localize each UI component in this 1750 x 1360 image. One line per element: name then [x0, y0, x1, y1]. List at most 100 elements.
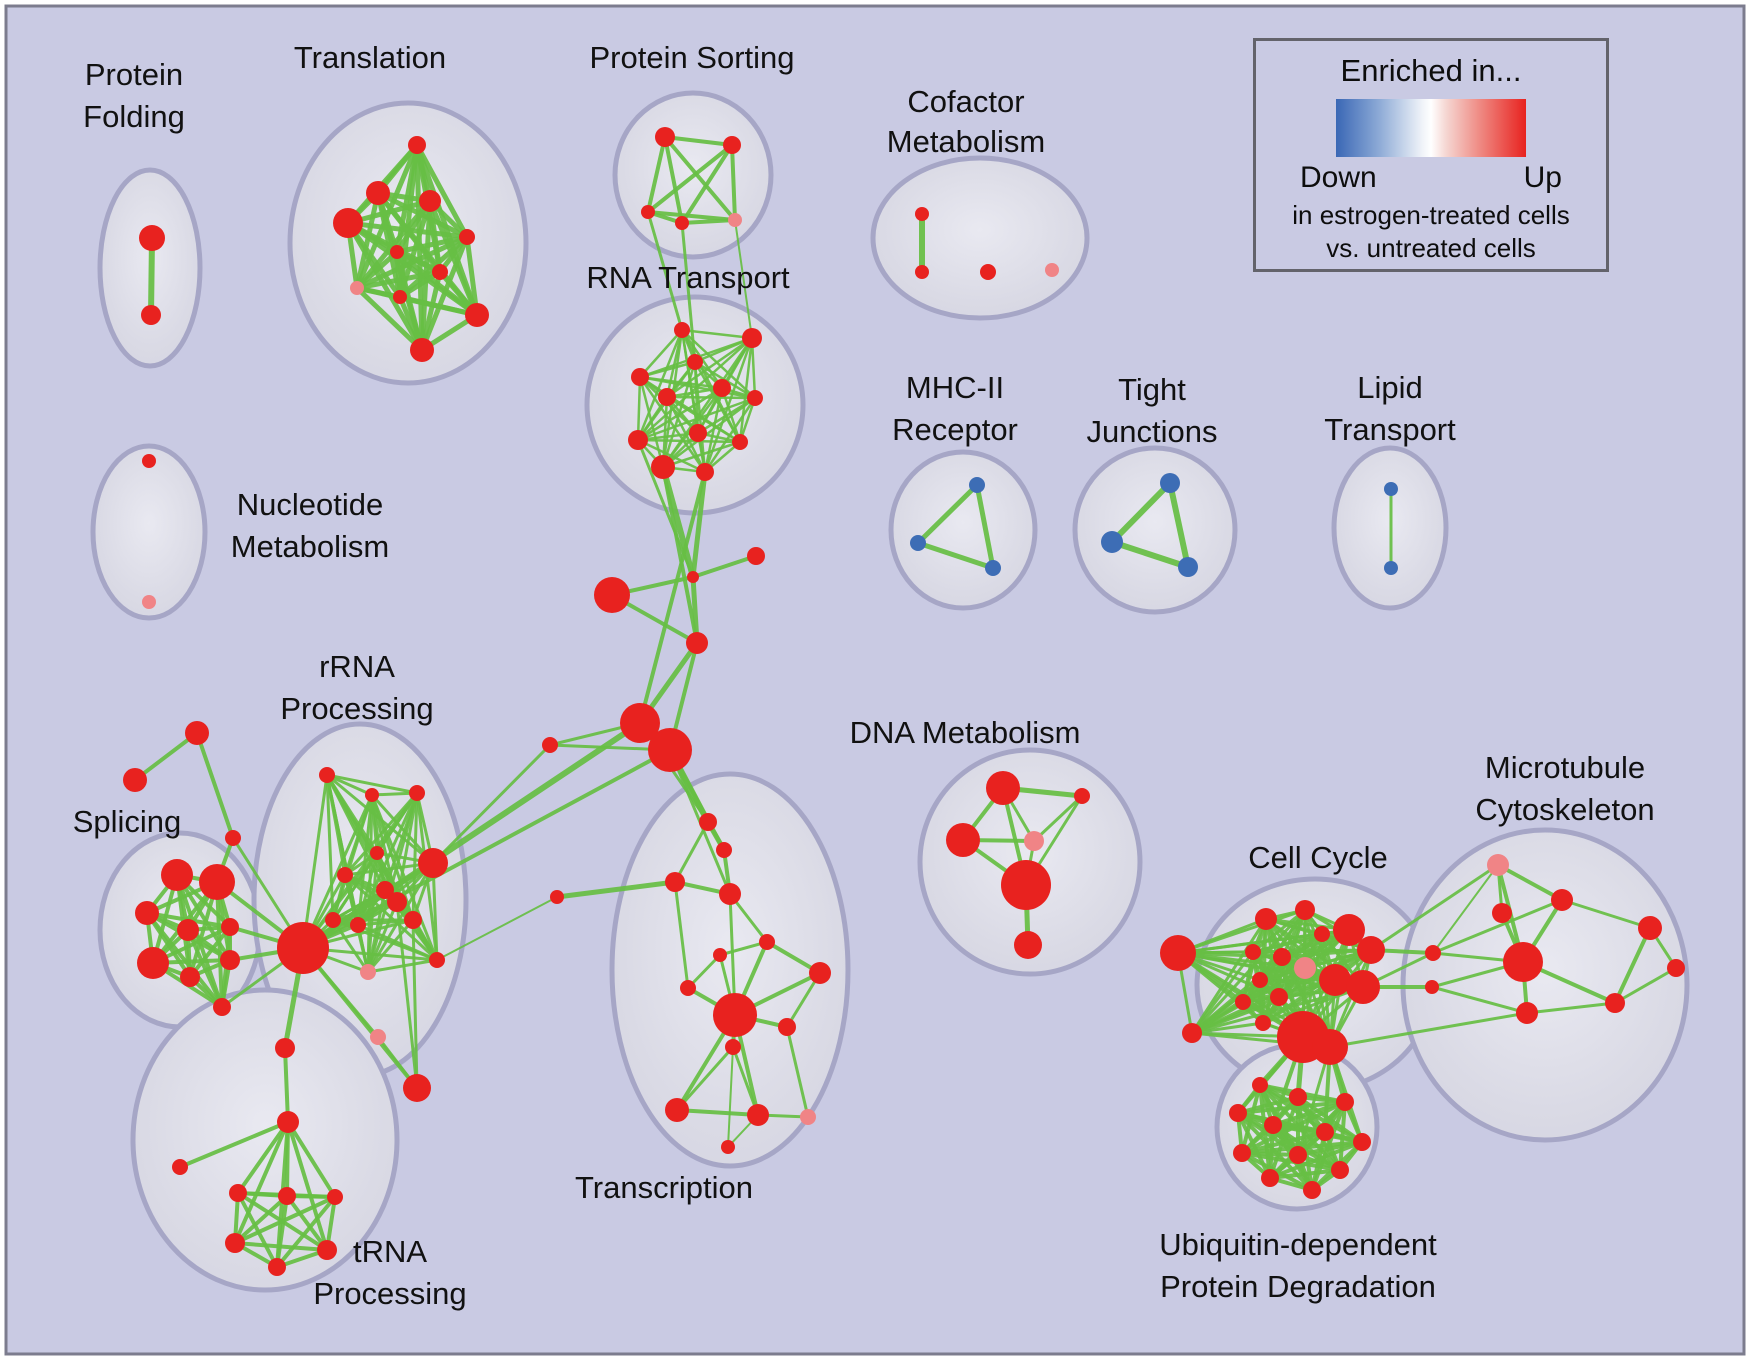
network-edge [1496, 863, 1564, 902]
network-edge [691, 554, 758, 579]
cluster-label-rna_transport: RNA Transport [586, 260, 790, 295]
network-edge [1240, 1130, 1327, 1155]
legend-title: Enriched in... [1340, 53, 1522, 88]
network-edge [730, 143, 737, 222]
network-edge [1109, 539, 1191, 570]
network-edge [1431, 898, 1564, 955]
gene-set-node [1261, 1169, 1279, 1187]
gene-set-node [1014, 931, 1042, 959]
network-edge [464, 234, 480, 318]
gene-set-node [277, 922, 329, 974]
network-edge [300, 720, 643, 951]
gene-set-node [742, 328, 762, 348]
gene-set-node [1255, 908, 1277, 930]
gene-set-node [542, 737, 558, 753]
gene-set-node [229, 1184, 247, 1202]
network-edge [638, 328, 684, 379]
network-edge [680, 328, 754, 340]
network-edge [636, 375, 642, 442]
gene-set-node [213, 998, 231, 1016]
gene-set-node [404, 911, 422, 929]
network-edge [636, 431, 700, 442]
gene-set-node [1045, 263, 1059, 277]
gene-set-node [689, 424, 707, 442]
gene-set-node [696, 463, 714, 481]
gene-set-node [747, 390, 763, 406]
gene-set-node [655, 127, 675, 147]
gene-set-node [713, 948, 727, 962]
legend-caption-line1: in estrogen-treated cells [1292, 200, 1570, 230]
gene-set-node [1638, 916, 1662, 940]
network-edge [236, 1191, 279, 1269]
network-edge [690, 469, 708, 580]
network-edge [301, 793, 374, 950]
gene-set-node [800, 1109, 816, 1125]
network-edge [1190, 978, 1337, 1035]
network-edge [785, 1025, 810, 1119]
gene-set-node [220, 950, 240, 970]
network-edge [236, 1120, 290, 1195]
gene-set-node [465, 303, 489, 327]
gene-set-node [716, 842, 732, 858]
gene-set-node [778, 1018, 796, 1036]
gene-set-node [123, 768, 147, 792]
network-edge [1613, 966, 1678, 1005]
cluster-label-splicing: Splicing [73, 804, 182, 839]
network-edge [680, 143, 734, 225]
network-edge [133, 731, 199, 782]
network-edge [636, 438, 707, 474]
cluster-label-microtubule: Cytoskeleton [1475, 792, 1654, 827]
gene-set-node [410, 338, 434, 362]
gene-set-node [687, 354, 703, 370]
gene-set-node [1233, 1144, 1251, 1162]
network-edge [301, 748, 672, 950]
network-edge [731, 1045, 760, 1117]
gene-set-node [225, 1233, 245, 1253]
network-edge [286, 1120, 337, 1199]
network-edge [233, 1194, 289, 1245]
cluster-label-ubiquitin: Ubiquitin-dependent [1159, 1227, 1437, 1262]
gene-set-node [350, 281, 364, 295]
gene-set-node [809, 962, 831, 984]
gene-set-node [135, 901, 159, 925]
cluster-label-tight_junctions: Tight [1118, 372, 1186, 407]
gene-set-node [1503, 942, 1543, 982]
gene-set-node [1001, 860, 1051, 910]
network-edge [436, 896, 558, 961]
gene-set-node [1333, 914, 1365, 946]
cluster-label-transcription: Transcription [575, 1170, 753, 1205]
network-edge [554, 879, 678, 900]
gene-set-node [1252, 1077, 1268, 1093]
network-edge [1369, 863, 1500, 952]
network-edge [680, 221, 697, 364]
gene-set-node [665, 872, 685, 892]
cluster-label-ubiquitin: Protein Degradation [1160, 1269, 1436, 1304]
gene-set-node [408, 136, 426, 154]
gene-set-node [1294, 957, 1316, 979]
network-edge [325, 773, 419, 795]
gene-set-node [161, 859, 193, 891]
network-edge [1176, 908, 1307, 955]
network-edge [343, 791, 419, 877]
network-edge [675, 1045, 735, 1112]
gene-set-node [641, 205, 655, 219]
gene-set-node [915, 207, 929, 221]
gene-set-node [713, 379, 731, 397]
network-edge [646, 143, 734, 214]
network-edge [411, 918, 419, 1090]
cluster-label-protein_folding: Protein [85, 57, 183, 92]
gene-set-node [1314, 926, 1330, 942]
cluster-label-microtubule: Microtubule [1485, 750, 1645, 785]
cluster-ellipse-mhc_receptor [888, 449, 1038, 611]
legend-up-label: Up [1523, 161, 1562, 194]
cluster-label-nucleotide: Metabolism [231, 529, 390, 564]
network-edge [395, 900, 419, 1090]
gene-set-node [686, 632, 708, 654]
gene-set-node [275, 1038, 295, 1058]
network-edge [646, 135, 667, 214]
gene-set-node [674, 322, 690, 338]
gene-set-node [1289, 1146, 1307, 1164]
gene-set-node [409, 785, 425, 801]
network-edge [915, 482, 980, 546]
gene-set-node [550, 890, 564, 904]
